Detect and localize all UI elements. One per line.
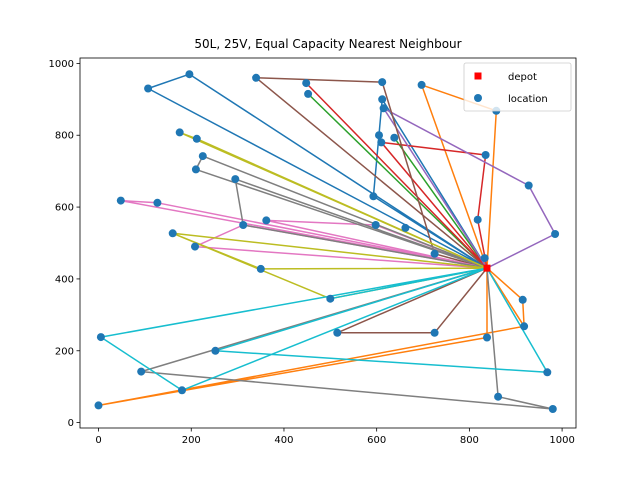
location-point [178, 386, 186, 395]
location-point [375, 131, 383, 140]
y-tick-label: 600 [55, 203, 74, 214]
location-point [551, 230, 560, 238]
location-point [401, 223, 410, 232]
location-point [175, 128, 184, 137]
location-point [191, 242, 199, 251]
x-tick-label: 0 [95, 435, 101, 446]
location-point [302, 79, 311, 88]
location-point [430, 328, 439, 337]
location-point [137, 367, 146, 376]
location-point [483, 333, 491, 342]
location-point [326, 294, 335, 303]
location-point [211, 346, 220, 355]
legend-location-marker [474, 94, 482, 102]
plot-area [94, 70, 560, 413]
route-line-6 [255, 77, 488, 334]
location-point [252, 73, 261, 82]
location-point [417, 80, 426, 89]
route-line-10 [100, 267, 549, 392]
location-point [94, 401, 103, 410]
location-point [518, 295, 527, 304]
location-point [198, 152, 207, 161]
location-point [333, 328, 342, 337]
location-point [520, 322, 529, 331]
location-point [377, 138, 386, 147]
x-tick-label: 200 [182, 435, 201, 446]
location-point [262, 216, 271, 225]
location-point [191, 165, 200, 174]
location-point [378, 78, 387, 87]
y-tick-label: 400 [55, 274, 74, 285]
location-point [494, 392, 503, 401]
location-point [304, 89, 313, 98]
route-line-7 [120, 199, 488, 269]
chart-title: 50L, 25V, Equal Capacity Nearest Neighbo… [194, 37, 461, 51]
location-point [369, 192, 378, 201]
x-tick-label: 1000 [549, 435, 574, 446]
y-tick-label: 0 [68, 418, 74, 429]
location-point [378, 95, 387, 104]
location-point [543, 368, 552, 377]
y-tick-label: 200 [55, 346, 74, 357]
location-point [231, 175, 240, 184]
legend: depot location [463, 62, 572, 112]
legend-label: depot [508, 72, 537, 83]
x-tick-label: 600 [367, 435, 386, 446]
location-point [116, 196, 125, 205]
location-point [480, 254, 489, 263]
depot-marker [483, 264, 491, 272]
location-point [96, 333, 105, 342]
location-point [473, 215, 482, 224]
location-point [371, 221, 380, 229]
y-tick-label: 1000 [49, 59, 74, 70]
location-point [256, 264, 265, 273]
location-point [153, 198, 162, 207]
location-point [548, 405, 557, 413]
axes: 0 200 400 600 800 1000 0 200 400 600 800 1000 [49, 57, 577, 446]
location-point [524, 181, 533, 190]
route-line-2 [97, 84, 525, 407]
location-point [185, 70, 194, 79]
location-point [144, 84, 153, 93]
axes-frame [79, 57, 577, 429]
legend-depot-marker [474, 72, 482, 80]
location-point [192, 134, 201, 143]
x-tick-label: 400 [274, 435, 293, 446]
location-point [168, 229, 177, 238]
x-tick-label: 800 [460, 435, 479, 446]
location-point [239, 221, 248, 229]
location-point [379, 104, 388, 113]
location-point [390, 133, 399, 142]
legend-label: location [508, 94, 548, 105]
legend-box [463, 62, 572, 112]
location-point [430, 249, 439, 258]
y-tick-label: 800 [55, 131, 74, 142]
location-point [481, 151, 490, 159]
